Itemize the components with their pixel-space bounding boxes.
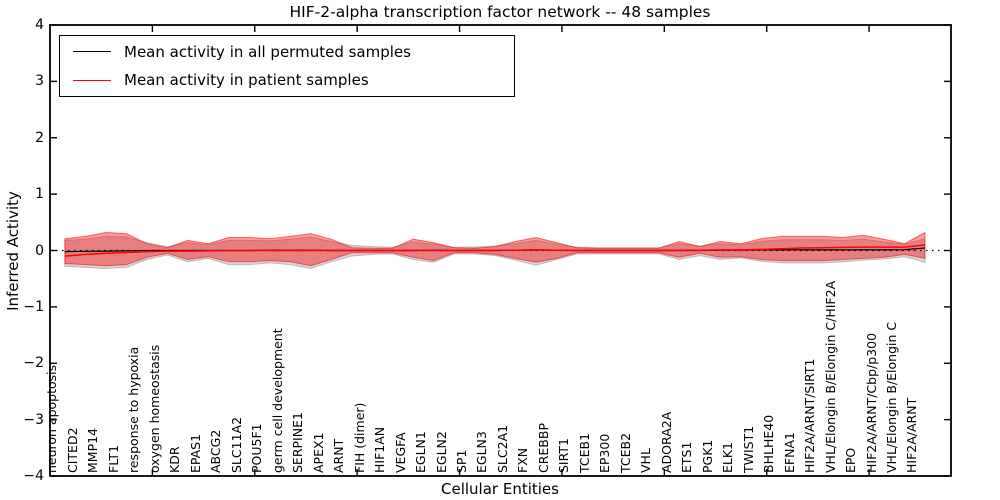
legend-line-black xyxy=(73,51,111,53)
x-category-label: VEGFA xyxy=(392,432,408,473)
x-category-label: EGLN1 xyxy=(413,431,429,473)
legend-entry-patient: Mean activity in patient samples xyxy=(60,67,514,93)
x-category-label: PGK1 xyxy=(699,439,715,473)
x-category-label: POU5F1 xyxy=(249,423,265,473)
x-category-label: ADORA2A xyxy=(658,411,674,473)
x-category-label: SIRT1 xyxy=(556,438,572,473)
y-tick-label: 1 xyxy=(35,186,44,203)
x-category-label: EGLN3 xyxy=(474,431,490,473)
y-tick-label: −4 xyxy=(23,468,44,484)
x-category-label: VHL/Elongin B/Elongin C xyxy=(884,321,900,473)
x-category-label: CITED2 xyxy=(64,427,80,473)
x-category-label: neuron apoptosis xyxy=(44,364,60,473)
x-category-label: HIF2A/ARNT/SIRT1 xyxy=(802,358,818,473)
y-tick-label: −3 xyxy=(23,411,44,428)
x-category-label: FXN xyxy=(515,447,531,473)
x-category-label: EPO xyxy=(843,447,859,473)
x-category-label: SP1 xyxy=(453,449,469,473)
x-category-label: TWIST1 xyxy=(740,425,756,473)
permuted-samples-std-band xyxy=(64,235,926,270)
x-category-label: ABCG2 xyxy=(208,429,224,473)
x-category-label: TCEB2 xyxy=(617,432,633,473)
x-category-label: APEX1 xyxy=(310,432,326,473)
x-category-label: EGLN2 xyxy=(433,431,449,473)
x-category-label: EP300 xyxy=(597,433,613,473)
y-tick-label: 2 xyxy=(35,129,44,146)
x-category-label: ETS1 xyxy=(679,441,695,473)
legend-box: Mean activity in all permuted samples Me… xyxy=(59,35,515,97)
x-category-label: EPAS1 xyxy=(187,433,203,473)
x-category-label: VHL xyxy=(638,448,654,473)
x-category-label: CREBBP xyxy=(535,423,551,473)
x-category-label: SLC2A1 xyxy=(494,424,510,473)
x-category-label: KDR xyxy=(167,446,183,473)
x-category-label: HIF2A/ARNT/Cbp/p300 xyxy=(863,332,879,473)
x-category-label: HIF2A/ARNT xyxy=(904,397,920,473)
x-axis-label: Cellular Entities xyxy=(441,480,559,498)
x-category-label: BHLHE40 xyxy=(761,414,777,473)
y-tick-label: −2 xyxy=(23,355,44,372)
y-tick-label: 3 xyxy=(35,73,44,90)
y-tick-label: 4 xyxy=(35,17,44,33)
y-tick-label: −1 xyxy=(23,298,44,315)
x-category-label: EFNA1 xyxy=(781,432,797,473)
x-category-label: response to hypoxia xyxy=(126,346,142,473)
x-category-label: SERPINE1 xyxy=(290,412,306,473)
x-category-label: MMP14 xyxy=(85,427,101,473)
legend-entry-permuted: Mean activity in all permuted samples xyxy=(60,39,514,65)
legend-line-red xyxy=(73,79,111,81)
legend-label-permuted: Mean activity in all permuted samples xyxy=(124,42,411,61)
x-category-label: ELK1 xyxy=(720,441,736,473)
x-category-label: VHL/Elongin B/Elongin C/HIF2A xyxy=(822,280,838,473)
series-line-1 xyxy=(64,244,926,257)
x-category-label: germ cell development xyxy=(269,328,285,473)
x-category-label: FIH (dimer) xyxy=(351,402,367,473)
x-category-label: ARNT xyxy=(331,438,347,473)
x-category-label: HIF1AN xyxy=(372,426,388,473)
patient-samples-std-band xyxy=(64,231,926,267)
x-category-label: TCEB1 xyxy=(576,432,592,473)
x-category-label: FLT1 xyxy=(105,444,121,473)
chart-title: HIF-2-alpha transcription factor network… xyxy=(289,3,711,21)
y-tick-label: 0 xyxy=(35,242,44,259)
x-category-label: SLC11A2 xyxy=(228,416,244,473)
x-category-label: oxygen homeostasis xyxy=(146,344,162,473)
legend-label-patient: Mean activity in patient samples xyxy=(124,71,369,90)
